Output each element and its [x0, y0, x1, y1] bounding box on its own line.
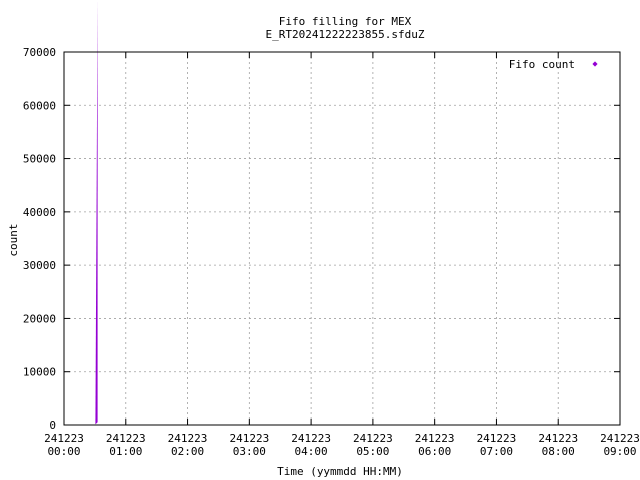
chart-title-line2: E_RT20241222223855.sfduZ [266, 28, 425, 41]
x-tick-label-date: 241223 [44, 432, 84, 445]
y-tick-label: 60000 [23, 99, 56, 112]
x-tick-label-date: 241223 [106, 432, 146, 445]
x-tick-label-time: 08:00 [542, 445, 575, 458]
x-tick-label-time: 06:00 [418, 445, 451, 458]
legend-label: Fifo count [509, 58, 575, 71]
plot-frame [63, 51, 621, 426]
x-tick-label-date: 241223 [353, 432, 393, 445]
y-tick-label: 10000 [23, 366, 56, 379]
x-tick-label-time: 07:00 [480, 445, 513, 458]
x-axis-label: Time (yymmdd HH:MM) [277, 465, 403, 478]
y-tick-label: 50000 [23, 153, 56, 166]
y-tick-label: 70000 [23, 46, 56, 59]
x-tick-label-date: 241223 [477, 432, 517, 445]
grid-lines [64, 52, 620, 425]
x-tick-labels: 24122300:0024122301:0024122302:002412230… [44, 432, 640, 458]
chart-title-line1: Fifo filling for MEX [279, 15, 412, 28]
data-points [95, 0, 98, 425]
y-tick-label: 0 [49, 419, 56, 432]
x-tick-label-date: 241223 [229, 432, 269, 445]
y-tick-label: 40000 [23, 206, 56, 219]
x-tick-label-date: 241223 [291, 432, 331, 445]
x-tick-label-time: 00:00 [47, 445, 80, 458]
y-axis-label: count [7, 223, 20, 256]
legend: Fifo count [509, 58, 598, 71]
x-tick-label-date: 241223 [600, 432, 640, 445]
x-tick-label-date: 241223 [415, 432, 455, 445]
y-tick-label: 20000 [23, 312, 56, 325]
x-tick-label-time: 05:00 [356, 445, 389, 458]
x-tick-label-date: 241223 [538, 432, 578, 445]
x-tick-label-time: 04:00 [295, 445, 328, 458]
y-tick-labels: 0 10000 20000 30000 40000 50000 60000 70000 [23, 46, 56, 432]
tick-marks [63, 51, 621, 426]
x-tick-label-time: 02:00 [171, 445, 204, 458]
fifo-count-points [95, 0, 98, 425]
x-tick-label-time: 09:00 [603, 445, 636, 458]
y-tick-label: 30000 [23, 259, 56, 272]
x-tick-label-date: 241223 [168, 432, 208, 445]
x-tick-label-time: 03:00 [233, 445, 266, 458]
legend-marker [592, 61, 598, 67]
x-tick-label-time: 01:00 [109, 445, 142, 458]
